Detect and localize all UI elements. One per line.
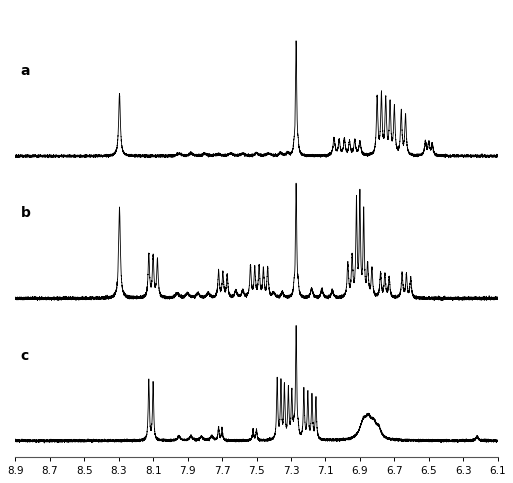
Text: c: c (21, 349, 29, 363)
Text: b: b (21, 206, 30, 220)
Text: a: a (21, 64, 30, 78)
